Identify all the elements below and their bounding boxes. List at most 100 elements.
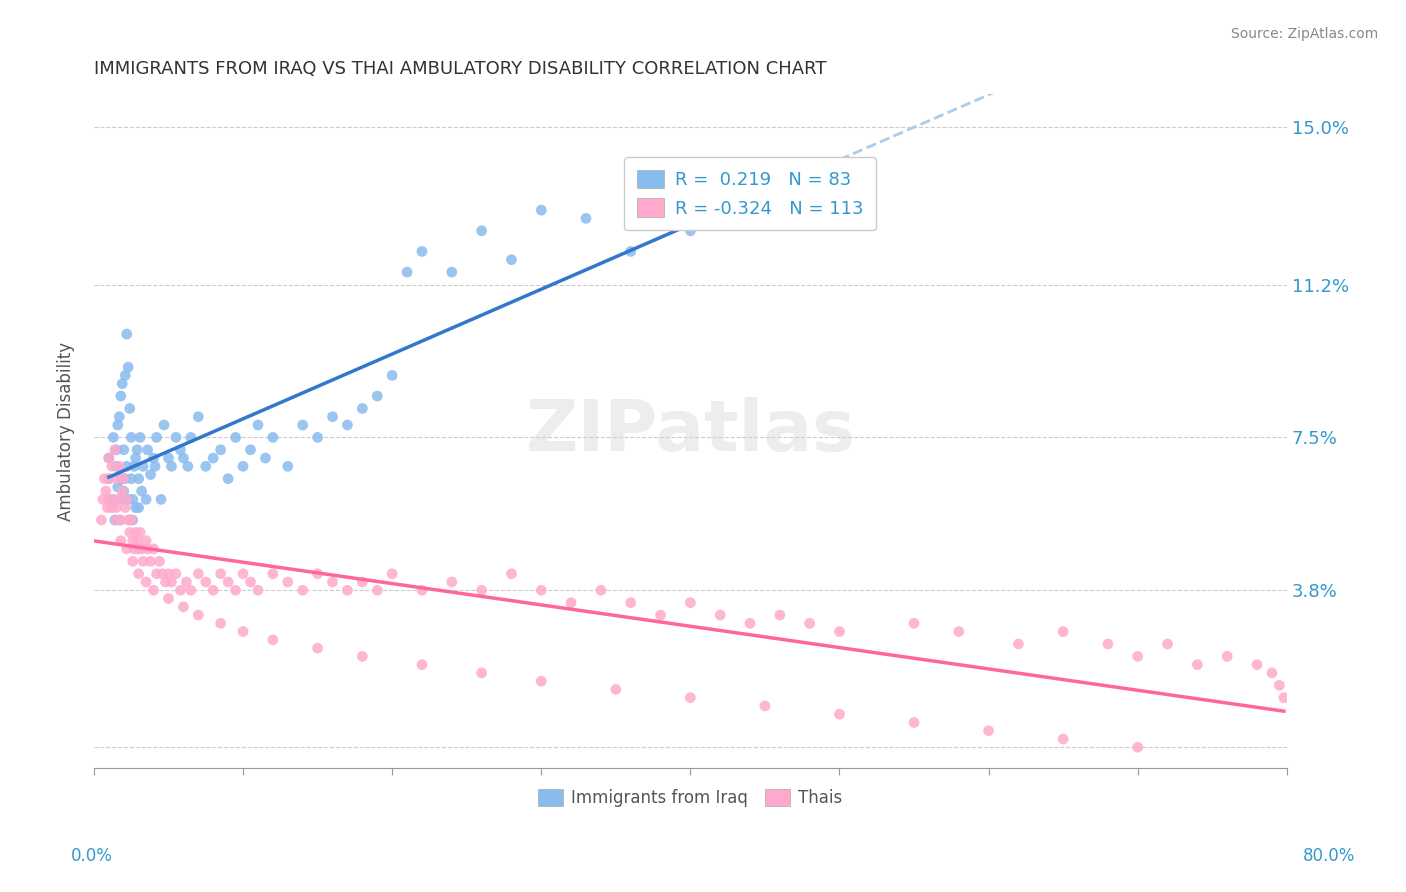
Point: [176, 574, 198, 589]
Point: [105, 442, 128, 457]
Point: [172, 599, 194, 614]
Point: [948, 624, 970, 639]
Point: [1097, 637, 1119, 651]
Point: [129, 430, 152, 444]
Point: [1052, 732, 1074, 747]
Point: [101, 492, 124, 507]
Point: [114, 472, 136, 486]
Point: [501, 566, 523, 581]
Point: [209, 566, 232, 581]
Point: [165, 430, 187, 444]
Point: [575, 211, 598, 226]
Point: [471, 583, 494, 598]
Point: [157, 566, 180, 581]
Y-axis label: Ambulatory Disability: Ambulatory Disability: [58, 342, 75, 521]
Point: [828, 211, 851, 226]
Point: [903, 715, 925, 730]
Point: [136, 442, 159, 457]
Point: [321, 409, 343, 424]
Point: [679, 690, 702, 705]
Point: [128, 541, 150, 556]
Point: [120, 472, 142, 486]
Point: [104, 442, 127, 457]
Text: 80.0%: 80.0%: [1302, 847, 1355, 865]
Point: [254, 451, 277, 466]
Point: [246, 417, 269, 432]
Point: [530, 674, 553, 689]
Point: [97, 472, 120, 486]
Point: [232, 459, 254, 474]
Point: [97, 472, 120, 486]
Point: [122, 541, 145, 556]
Point: [1156, 637, 1178, 651]
Point: [115, 492, 138, 507]
Point: [1187, 657, 1209, 672]
Point: [977, 723, 1000, 738]
Point: [440, 265, 463, 279]
Point: [105, 459, 128, 474]
Point: [108, 513, 131, 527]
Point: [101, 459, 124, 474]
Point: [150, 492, 173, 507]
Point: [321, 574, 343, 589]
Point: [381, 566, 404, 581]
Point: [111, 376, 134, 391]
Point: [97, 451, 120, 466]
Point: [91, 492, 114, 507]
Point: [903, 616, 925, 631]
Point: [121, 533, 143, 548]
Point: [120, 513, 142, 527]
Point: [232, 624, 254, 639]
Point: [679, 596, 702, 610]
Point: [142, 541, 165, 556]
Point: [125, 525, 148, 540]
Point: [1007, 637, 1029, 651]
Point: [277, 459, 299, 474]
Point: [754, 203, 776, 218]
Point: [209, 442, 232, 457]
Point: [120, 430, 142, 444]
Point: [180, 430, 202, 444]
Point: [112, 472, 135, 486]
Point: [177, 459, 200, 474]
Point: [180, 583, 202, 598]
Point: [97, 492, 120, 507]
Point: [828, 624, 851, 639]
Point: [136, 541, 159, 556]
Point: [396, 265, 419, 279]
Point: [366, 389, 388, 403]
Point: [194, 459, 217, 474]
Point: [471, 665, 494, 680]
Point: [128, 472, 150, 486]
Point: [103, 492, 125, 507]
Point: [125, 500, 148, 515]
Point: [105, 472, 128, 486]
Point: [129, 525, 152, 540]
Point: [157, 591, 180, 606]
Point: [128, 566, 150, 581]
Point: [366, 583, 388, 598]
Point: [352, 574, 374, 589]
Point: [93, 472, 115, 486]
Point: [118, 525, 141, 540]
Point: [217, 574, 239, 589]
Point: [165, 566, 187, 581]
Point: [104, 513, 127, 527]
Point: [307, 430, 329, 444]
Point: [262, 430, 284, 444]
Point: [135, 574, 157, 589]
Point: [187, 608, 209, 623]
Point: [202, 451, 225, 466]
Point: [209, 616, 232, 631]
Point: [262, 632, 284, 647]
Point: [111, 492, 134, 507]
Point: [1261, 665, 1284, 680]
Text: 0.0%: 0.0%: [70, 847, 112, 865]
Point: [115, 541, 138, 556]
Point: [307, 566, 329, 581]
Point: [589, 583, 612, 598]
Point: [103, 430, 125, 444]
Point: [239, 574, 262, 589]
Point: [135, 533, 157, 548]
Point: [336, 583, 359, 598]
